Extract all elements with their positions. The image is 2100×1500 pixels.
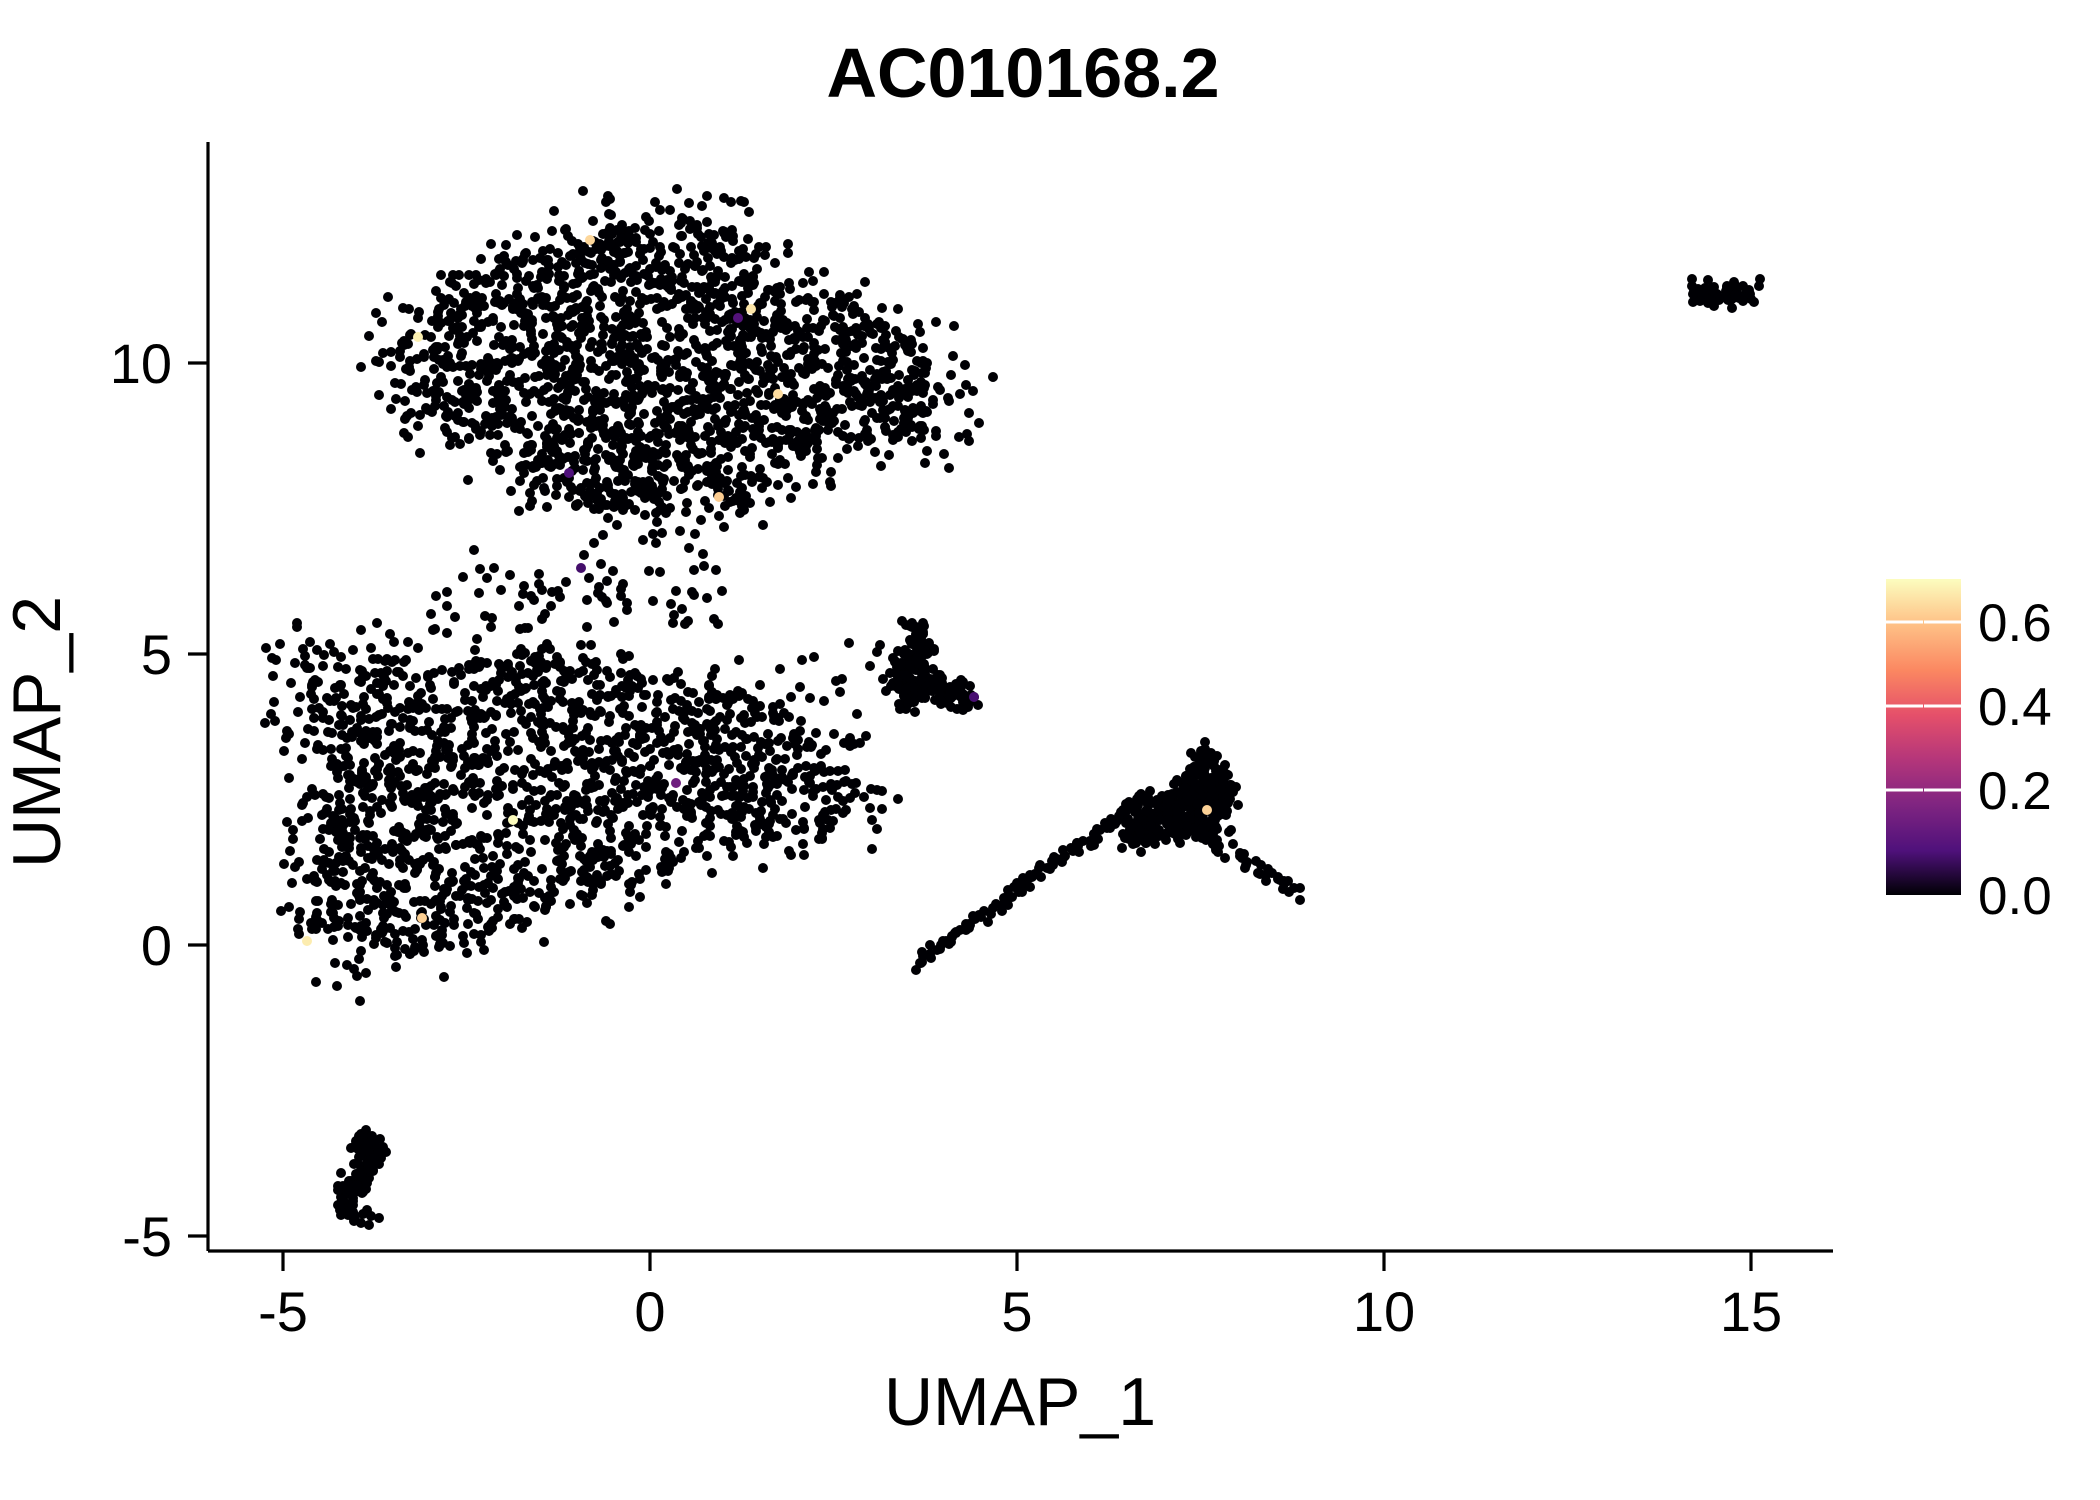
svg-text:0.6: 0.6: [1978, 594, 2052, 653]
svg-text:0.4: 0.4: [1978, 678, 2052, 737]
svg-text:0.2: 0.2: [1978, 762, 2052, 821]
svg-text:0.0: 0.0: [1978, 867, 2052, 926]
